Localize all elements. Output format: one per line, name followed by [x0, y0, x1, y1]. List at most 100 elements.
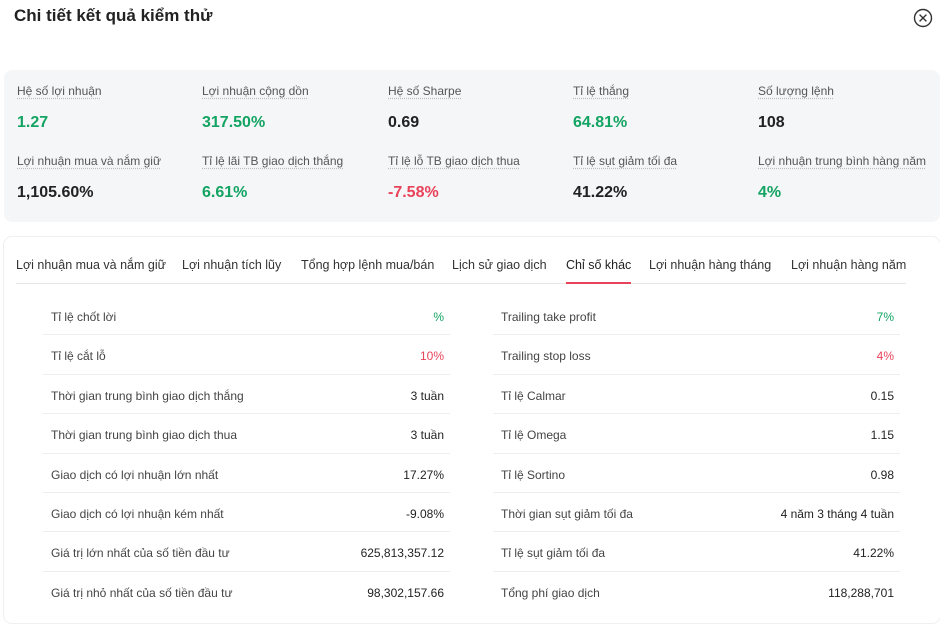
left-metrics-table: Tỉ lệ chốt lời% Tỉ lệ cắt lỗ 10% Thời gia… — [43, 296, 450, 611]
row-value: 7% — [876, 310, 894, 324]
metric-label[interactable]: Lợi nhuận cộng dồn — [202, 84, 309, 98]
table-row: Giá trị nhỏ nhất của số tiền đầu tư 98,30… — [43, 572, 450, 611]
row-label: Tỉ lệ Omega — [501, 428, 567, 443]
table-row: Thời gian sụt giảm tối đa 4 năm 3 tháng 4… — [493, 493, 900, 533]
row-label: Tỉ lệ chốt lời — [51, 310, 117, 324]
close-icon — [913, 8, 933, 28]
row-label: Trailing stop loss — [501, 349, 591, 364]
metric-annual-return: Lợi nhuận trung bình hàng năm 4% — [758, 154, 938, 202]
row-value: 98,302,157.66 — [367, 585, 444, 600]
metric-value: 108 — [758, 114, 785, 131]
table-row: Giao dịch có lợi nhuận kém nhất -9.08% — [43, 493, 450, 533]
tab-cumulative[interactable]: Lợi nhuận tích lũy — [182, 258, 281, 284]
modal-title: Chi tiết kết quả kiểm thử — [14, 6, 213, 25]
metric-value: 1.27 — [17, 114, 49, 131]
row-value: 0.15 — [870, 388, 894, 403]
metric-avg-loss: Tỉ lệ lỗ TB giao dịch thua -7.58% — [388, 154, 568, 202]
table-row: Tỉ lệ Calmar 0.15 — [493, 375, 900, 415]
tab-label: Lợi nhuận mua và nắm giữ — [16, 258, 166, 272]
row-label: Tỉ lệ Calmar — [501, 388, 566, 403]
tab-other-metrics[interactable]: Chỉ số khác — [566, 258, 632, 284]
metric-value: -7.58% — [388, 184, 439, 201]
table-row: Trailing stop loss 4% — [493, 335, 900, 375]
modal-header: Chi tiết kết quả kiểm thử — [0, 0, 940, 40]
metric-value: 1,105.60% — [17, 184, 94, 201]
close-button[interactable] — [913, 8, 933, 28]
table-row: Tỉ lệ Sortino 0.98 — [493, 454, 900, 493]
metric-label[interactable]: Hệ số lợi nhuận — [17, 84, 102, 98]
row-label: Giá trị lớn nhất của số tiền đầu tư — [51, 546, 230, 561]
metric-label[interactable]: Lợi nhuận trung bình hàng năm — [758, 154, 926, 168]
detail-card: Lợi nhuận mua và nắm giữ Lợi nhuận tích … — [4, 237, 940, 623]
row-value: 4 năm 3 tháng 4 tuần — [780, 506, 894, 521]
metric-label[interactable]: Số lượng lệnh — [758, 84, 834, 98]
tab-bar: Lợi nhuận mua và nắm giữ Lợi nhuận tích … — [16, 237, 906, 284]
row-value: % — [433, 310, 444, 324]
tab-label: Lịch sử giao dịch — [452, 258, 547, 272]
metric-win-rate: Tỉ lệ thắng 64.81% — [573, 84, 753, 132]
row-label: Tổng phí giao dịch — [501, 585, 600, 600]
tab-buy-hold[interactable]: Lợi nhuận mua và nắm giữ — [16, 258, 166, 284]
row-label: Tỉ lệ sụt giảm tối đa — [501, 546, 606, 561]
table-row: Tỉ lệ Omega 1.15 — [493, 414, 900, 454]
right-metrics-table: Trailing take profit 7% Trailing stop los… — [493, 296, 900, 611]
row-value: 118,288,701 — [828, 585, 894, 600]
table-row: Tỉ lệ sụt giảm tối đa 41.22% — [493, 532, 900, 572]
metric-value: 317.50% — [202, 114, 266, 131]
metric-avg-win: Tỉ lệ lãi TB giao dịch thắng 6.61% — [202, 154, 382, 202]
table-row: Giao dịch có lợi nhuận lớn nhất 17.27% — [43, 454, 450, 493]
row-value: 625,813,357.12 — [360, 546, 444, 561]
metric-label[interactable]: Tỉ lệ lỗ TB giao dịch thua — [388, 154, 520, 168]
tab-monthly[interactable]: Lợi nhuận hàng tháng — [649, 258, 771, 284]
metric-order-count: Số lượng lệnh 108 — [758, 84, 938, 132]
metric-profit-factor: Hệ số lợi nhuận 1.27 — [17, 84, 197, 132]
metric-label[interactable]: Tỉ lệ lãi TB giao dịch thắng — [202, 154, 344, 168]
table-row: Tổng phí giao dịch 118,288,701 — [493, 572, 900, 611]
metric-value: 0.69 — [388, 114, 420, 131]
row-label: Thời gian trung bình giao dịch thua — [51, 428, 237, 443]
metric-value: 64.81% — [573, 114, 628, 131]
metric-label[interactable]: Lợi nhuận mua và nắm giữ — [17, 154, 161, 168]
tab-label: Chỉ số khác — [566, 258, 632, 272]
row-label: Giá trị nhỏ nhất của số tiền đầu tư — [51, 585, 233, 600]
row-value: 0.98 — [870, 467, 894, 482]
metric-cumulative-return: Lợi nhuận cộng dồn 317.50% — [202, 84, 382, 132]
row-value: 3 tuần — [410, 388, 444, 403]
tab-label: Tổng hợp lệnh mua/bán — [301, 258, 435, 272]
table-row: Tỉ lệ cắt lỗ 10% — [43, 335, 450, 375]
tab-label: Lợi nhuận tích lũy — [182, 258, 282, 272]
tab-label: Lợi nhuận hàng tháng — [649, 258, 772, 272]
row-value: 10% — [419, 349, 444, 364]
row-label: Thời gian sụt giảm tối đa — [501, 506, 633, 521]
tab-yearly[interactable]: Lợi nhuận hàng năm — [791, 258, 906, 284]
tab-order-summary[interactable]: Tổng hợp lệnh mua/bán — [301, 258, 434, 284]
row-label: Tỉ lệ cắt lỗ — [51, 349, 106, 364]
active-tab-indicator — [566, 282, 632, 284]
row-value: 17.27% — [403, 467, 444, 482]
row-label: Giao dịch có lợi nhuận lớn nhất — [51, 467, 219, 482]
table-row: Tỉ lệ chốt lời% — [43, 296, 450, 336]
metric-buy-hold-return: Lợi nhuận mua và nắm giữ 1,105.60% — [17, 154, 197, 202]
table-row: Trailing take profit 7% — [493, 296, 900, 336]
row-label: Giao dịch có lợi nhuận kém nhất — [51, 506, 224, 521]
metric-label[interactable]: Tỉ lệ thắng — [573, 84, 630, 98]
tab-label: Lợi nhuận hàng năm — [791, 258, 907, 272]
table-row: Giá trị lớn nhất của số tiền đầu tư 625,8… — [43, 532, 450, 572]
tab-trade-history[interactable]: Lịch sử giao dịch — [452, 258, 547, 284]
summary-card: Hệ số lợi nhuận 1.27 Lợi nhuận cộng dồn … — [4, 70, 940, 222]
metric-value: 4% — [758, 184, 782, 201]
metric-value: 6.61% — [202, 184, 248, 201]
row-value: 3 tuần — [410, 428, 444, 443]
metric-value: 41.22% — [573, 184, 628, 201]
metric-label[interactable]: Tỉ lệ sụt giảm tối đa — [573, 154, 678, 168]
row-value: 41.22% — [853, 546, 894, 561]
row-value: 1.15 — [870, 428, 894, 443]
table-row: Thời gian trung bình giao dịch thua 3 tuầ… — [43, 414, 450, 454]
row-label: Trailing take profit — [501, 310, 596, 324]
row-value: 4% — [876, 349, 894, 364]
row-label: Tỉ lệ Sortino — [501, 467, 566, 482]
row-value: -9.08% — [405, 506, 444, 521]
table-row: Thời gian trung bình giao dịch thắng 3 tu… — [43, 375, 450, 415]
metric-sharpe: Hệ số Sharpe 0.69 — [388, 84, 568, 132]
metric-label[interactable]: Hệ số Sharpe — [388, 84, 462, 98]
